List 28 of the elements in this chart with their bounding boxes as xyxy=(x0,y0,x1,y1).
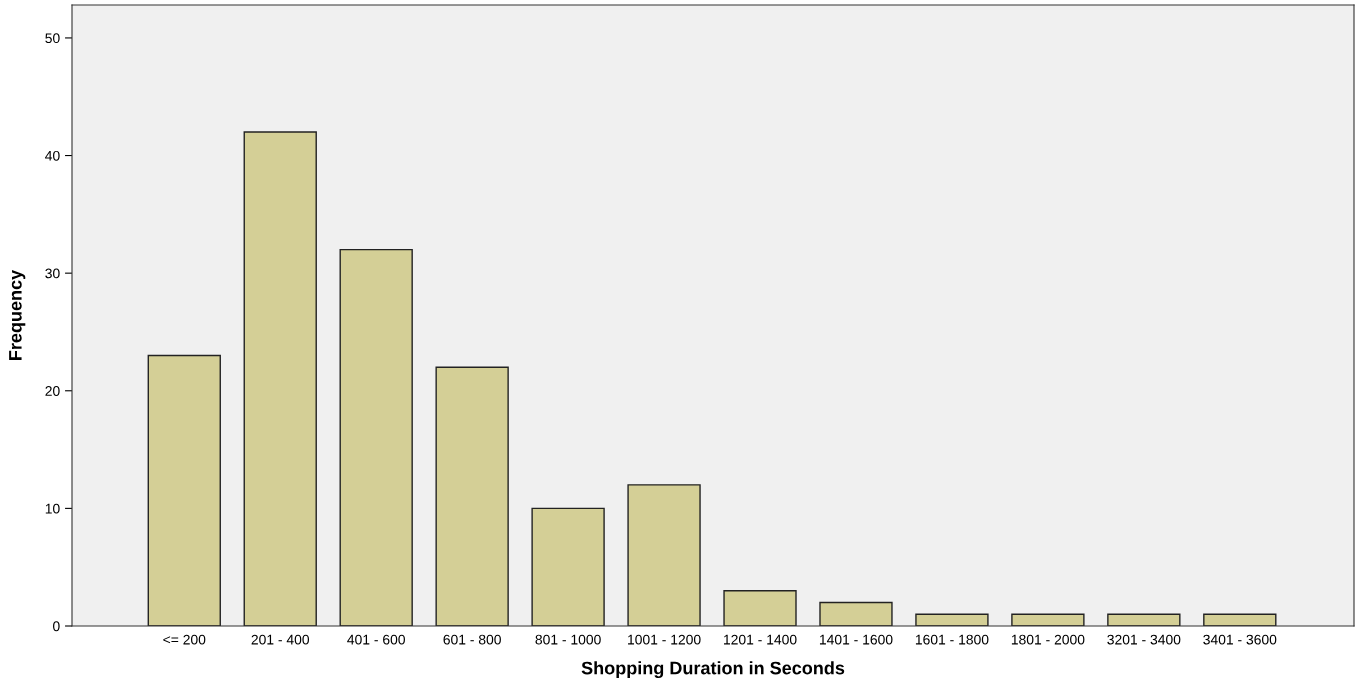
bar xyxy=(819,601,893,626)
x-tick-label: 201 - 400 xyxy=(251,634,310,645)
y-tick-label: 20 xyxy=(45,386,60,396)
bar xyxy=(339,248,413,626)
y-tick-label: 40 xyxy=(45,150,60,161)
y-axis-title: Frequency xyxy=(9,269,26,360)
y-tick-label: 0 xyxy=(53,621,60,632)
x-tick-label: 1601 - 1800 xyxy=(915,634,989,645)
x-tick-label: 1001 - 1200 xyxy=(628,634,701,645)
bar xyxy=(627,484,701,626)
x-tick-label: 1401 - 1600 xyxy=(819,634,893,645)
y-tick-label: 30 xyxy=(45,268,60,279)
y-tick-label: 50 xyxy=(45,33,60,44)
bar xyxy=(243,131,317,626)
x-tick-label: 3401 - 3600 xyxy=(1203,634,1277,645)
x-axis-title: Shopping Duration in Seconds xyxy=(581,661,845,679)
x-tick-label: 601 - 800 xyxy=(443,634,501,645)
x-tick-label: <= 200 xyxy=(163,634,206,645)
x-tick-label: 801 - 1000 xyxy=(535,634,601,645)
x-tick-label: 1801 - 2000 xyxy=(1011,634,1085,645)
bar xyxy=(531,507,605,626)
bar xyxy=(147,354,221,626)
bar xyxy=(435,366,509,626)
y-tick-label: 10 xyxy=(45,503,60,514)
x-tick-label: 3201 - 3400 xyxy=(1107,634,1181,645)
x-tick-label: 401 - 600 xyxy=(347,634,405,645)
x-tick-label: 1201 - 1400 xyxy=(724,634,797,645)
bar xyxy=(723,590,797,626)
